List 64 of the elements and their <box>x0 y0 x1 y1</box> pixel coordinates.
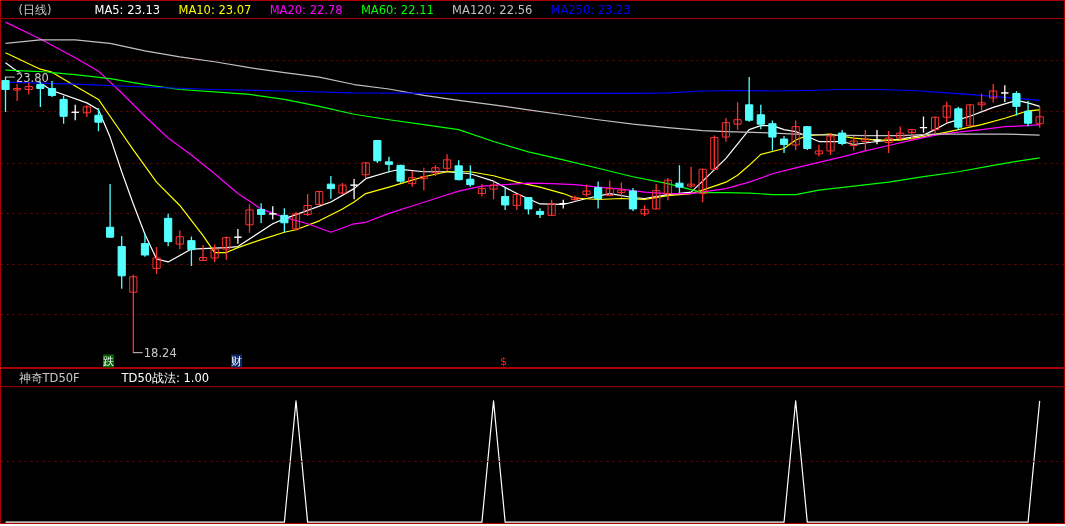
candlestick <box>884 130 893 154</box>
candlestick <box>1035 106 1044 128</box>
candlestick <box>280 208 289 233</box>
candlestick <box>187 236 196 267</box>
candlestick <box>129 274 138 354</box>
text: MA5: 23.13 <box>94 2 161 17</box>
text: MA10: 23.07 <box>178 2 252 17</box>
candlestick <box>942 101 951 123</box>
candlestick <box>652 183 661 210</box>
candlestick <box>245 204 254 233</box>
candlestick <box>442 154 452 171</box>
candlestick <box>826 133 835 156</box>
candlestick <box>861 129 870 152</box>
candlestick <box>907 128 916 141</box>
candlestick <box>733 102 742 130</box>
candlestick <box>791 120 800 151</box>
candlestick <box>466 165 475 187</box>
annotation: 跌 <box>103 354 114 368</box>
annotation: 18.24 <box>143 346 177 361</box>
candlestick <box>1 76 10 112</box>
candlestick <box>291 211 301 231</box>
candlestick <box>222 236 231 260</box>
candlestick <box>117 236 126 289</box>
candlestick <box>1012 91 1021 116</box>
candlestick <box>721 118 731 142</box>
chart-title: 神奇TD50F <box>18 370 80 385</box>
candlestick <box>13 83 22 102</box>
candlestick <box>768 120 777 151</box>
text: MA60: 22.11 <box>360 2 434 17</box>
candlestick <box>303 193 312 217</box>
candlestick <box>640 205 649 217</box>
candlestick <box>59 95 68 124</box>
text: TD50战法: 1.00 <box>120 370 210 385</box>
candlestick <box>431 165 440 176</box>
candlestick <box>477 183 487 197</box>
candlestick <box>419 167 428 191</box>
candlestick <box>675 165 684 194</box>
candlestick <box>954 106 963 130</box>
candlestick <box>965 104 975 127</box>
text: MA250: 23.23 <box>550 2 631 17</box>
candlestick <box>582 184 591 197</box>
annotation: 财 <box>231 354 242 368</box>
candlestick <box>663 178 672 201</box>
candlestick <box>698 168 707 203</box>
text: MA120: 22.56 <box>452 2 533 17</box>
candlestick <box>24 82 33 95</box>
candlestick <box>803 126 812 151</box>
candlestick <box>373 139 382 163</box>
candlestick <box>36 80 45 107</box>
candlestick <box>710 135 719 170</box>
candlestick <box>931 116 940 134</box>
candlestick <box>814 144 823 157</box>
text: MA20: 22.78 <box>269 2 343 17</box>
candlestick <box>94 108 103 132</box>
candlestick <box>198 244 208 262</box>
annotation: 23.80 <box>15 70 49 85</box>
chart-title: (日线) <box>18 2 52 17</box>
annotation: $ <box>500 354 507 368</box>
candlestick <box>501 187 510 211</box>
candlestick <box>570 195 579 202</box>
candlestick <box>152 246 161 274</box>
candlestick <box>686 166 696 188</box>
candlestick <box>756 104 765 130</box>
candlestick <box>454 160 463 181</box>
